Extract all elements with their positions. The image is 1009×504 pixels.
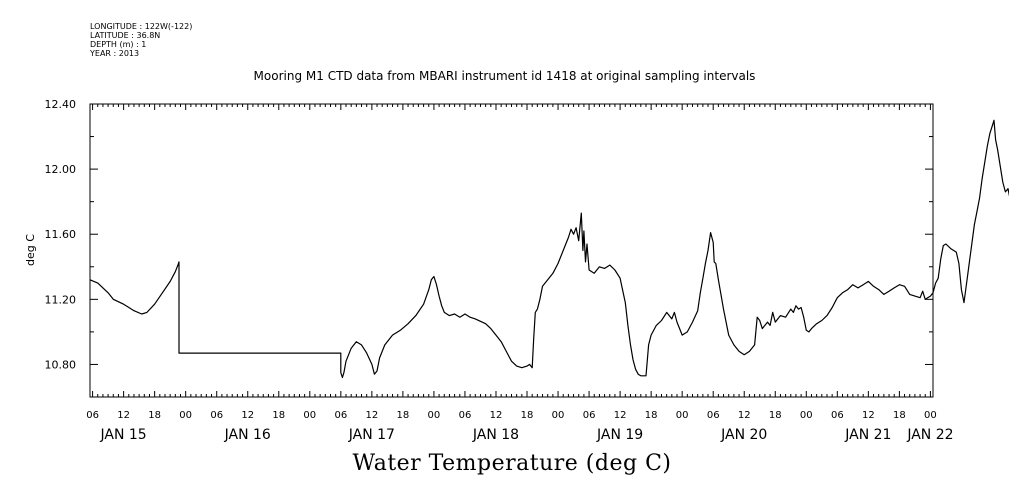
x-hour-label: 00 bbox=[179, 410, 192, 421]
station-metadata: LONGITUDE : 122W(-122) LATITUDE : 36.8N … bbox=[90, 22, 192, 58]
x-hour-label: 06 bbox=[583, 410, 596, 421]
x-hour-label: 18 bbox=[272, 410, 285, 421]
y-tick-label: 10.80 bbox=[45, 358, 77, 371]
figure-label: Water Temperature (deg C) bbox=[352, 451, 672, 476]
x-day-label: JAN 20 bbox=[720, 427, 767, 443]
x-hour-label: 06 bbox=[831, 410, 844, 421]
x-hour-label: 12 bbox=[862, 410, 875, 421]
year-label: YEAR : 2013 bbox=[90, 49, 140, 58]
x-day-label: JAN 22 bbox=[906, 427, 953, 443]
x-hour-label: 12 bbox=[117, 410, 130, 421]
x-day-label: JAN 19 bbox=[596, 427, 643, 443]
x-hour-label: 18 bbox=[769, 410, 782, 421]
x-hour-label: 18 bbox=[521, 410, 534, 421]
depth-label: DEPTH (m) : 1 bbox=[90, 40, 147, 49]
x-hour-label: 12 bbox=[614, 410, 627, 421]
x-hour-label: 18 bbox=[148, 410, 161, 421]
x-day-label: JAN 17 bbox=[348, 427, 395, 443]
x-hour-label: 00 bbox=[924, 410, 937, 421]
longitude-label: LONGITUDE : 122W(-122) bbox=[90, 22, 193, 31]
x-hour-label: 18 bbox=[645, 410, 658, 421]
x-hour-label: 00 bbox=[428, 410, 441, 421]
x-hour-label: 12 bbox=[490, 410, 503, 421]
chart-title: Mooring M1 CTD data from MBARI instrumen… bbox=[253, 69, 756, 83]
temperature-series-line bbox=[89, 119, 1009, 379]
x-hour-label: 00 bbox=[676, 410, 689, 421]
x-hour-label: 06 bbox=[707, 410, 720, 421]
x-hour-label: 18 bbox=[893, 410, 906, 421]
x-day-label: JAN 18 bbox=[472, 427, 519, 443]
x-hour-label: 00 bbox=[800, 410, 813, 421]
x-hour-label: 06 bbox=[86, 410, 99, 421]
x-hour-label: 12 bbox=[241, 410, 254, 421]
x-hour-label: 06 bbox=[210, 410, 223, 421]
x-hour-label: 12 bbox=[738, 410, 751, 421]
x-day-label: JAN 21 bbox=[844, 427, 891, 443]
x-hour-label: 00 bbox=[303, 410, 316, 421]
y-tick-label: 12.00 bbox=[45, 163, 77, 176]
x-day-label: JAN 16 bbox=[224, 427, 271, 443]
x-hour-label: 06 bbox=[334, 410, 347, 421]
x-hour-label: 00 bbox=[552, 410, 565, 421]
x-day-label: JAN 15 bbox=[100, 427, 147, 443]
y-tick-label: 11.60 bbox=[45, 228, 77, 241]
latitude-label: LATITUDE : 36.8N bbox=[90, 31, 161, 40]
x-hour-label: 12 bbox=[365, 410, 378, 421]
y-tick-label: 12.40 bbox=[45, 98, 77, 111]
x-hour-label: 06 bbox=[459, 410, 472, 421]
y-tick-label: 11.20 bbox=[45, 293, 77, 306]
y-axis-label: deg C bbox=[24, 234, 37, 266]
x-hour-label: 18 bbox=[397, 410, 410, 421]
